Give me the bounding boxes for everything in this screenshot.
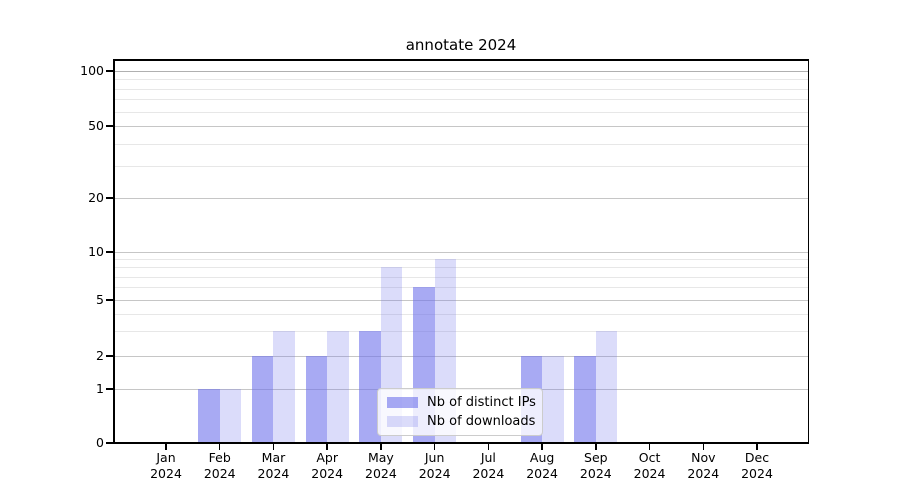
y-tick-label: 50 [88,118,104,133]
x-tick-label: May 2024 [365,450,397,481]
x-tick-mark [702,443,704,450]
x-tick-label: Mar 2024 [257,450,290,481]
x-tick-label: Jan 2024 [150,450,182,481]
x-tick-mark [380,443,382,450]
y-tick-label: 5 [96,292,104,307]
x-tick-label: Oct 2024 [633,450,666,481]
y-gridline-minor [114,99,808,101]
y-gridline-major [114,300,808,301]
y-gridline-minor [114,313,808,315]
y-gridline-minor [114,79,808,81]
legend-item: Nb of distinct IPs [387,395,536,410]
right-spine [807,59,809,444]
bar-nb-of-distinct-ips [251,356,274,444]
y-gridline-minor [114,259,808,261]
x-tick-mark [487,443,490,450]
y-tick-mark [105,299,113,301]
bar-nb-of-distinct-ips [574,356,596,444]
plot-area: 0 1 2 5 10 20 50 100 Jan 2024 Feb 2024 Mar 2024 Apr… [80,59,809,481]
x-tick-mark [272,443,275,450]
y-gridline-minor [114,143,808,145]
legend: Nb of distinct IPs Nb of downloads [377,388,543,436]
y-gridline-minor [114,267,808,269]
legend-label-distinct-ips: Nb of distinct IPs [427,395,536,410]
legend-label-downloads: Nb of downloads [427,414,536,429]
x-tick-label: Feb 2024 [203,450,236,481]
x-tick-label: Aug 2024 [526,450,559,481]
y-tick-mark [105,388,113,390]
y-gridline-major [114,356,808,357]
x-tick-mark [756,443,758,450]
bar-nb-of-downloads [595,331,618,444]
left-spine [113,59,115,444]
bar-nb-of-distinct-ips [359,331,381,444]
y-gridline-minor [114,166,808,168]
x-tick-label: Nov 2024 [687,450,720,481]
x-tick-label: Jul 2024 [472,450,505,481]
y-tick-mark [105,70,113,72]
y-tick-label: 10 [88,244,104,259]
x-tick-label: Sep 2024 [579,450,612,481]
x-tick-mark [219,443,221,450]
y-gridline-major [114,198,808,199]
y-tick-label: 20 [88,190,104,205]
y-tick-mark [105,197,113,199]
x-tick-mark [541,443,543,450]
bar-nb-of-distinct-ips [198,389,220,444]
top-spine [113,59,809,61]
y-gridline-minor [114,88,808,90]
bar-nb-of-downloads [273,331,295,444]
legend-item: Nb of downloads [387,414,536,429]
bar-nb-of-downloads [219,389,242,444]
x-tick-label: Apr 2024 [311,450,344,481]
y-tick-mark [105,125,113,127]
y-tick-mark [105,355,113,357]
y-tick-label: 1 [96,381,104,396]
y-tick-label: 100 [80,63,104,78]
chart-title: annotate 2024 [405,36,517,54]
x-tick-mark [326,443,328,450]
y-tick-mark [105,251,113,253]
y-gridline-major [114,71,808,72]
bar-nb-of-downloads [327,331,349,444]
bottom-spine [113,442,809,444]
x-tick-label: Jun 2024 [418,450,451,481]
y-gridline-major [114,252,808,253]
x-tick-mark [595,443,597,450]
y-gridline-major [114,126,808,127]
legend-swatch-distinct-ips-icon [387,397,418,408]
legend-swatch-downloads-icon [387,416,418,427]
y-gridline-minor [114,287,808,289]
x-tick-mark [165,443,167,450]
y-tick-label: 2 [96,348,104,363]
bar-nb-of-downloads [542,356,564,444]
y-gridline-minor [114,111,808,113]
y-gridline-minor [114,331,808,333]
bar-nb-of-distinct-ips [305,356,328,444]
x-tick-label: Dec 2024 [741,450,773,481]
y-tick-label: 0 [96,435,104,450]
y-tick-mark [105,442,113,444]
x-tick-mark [648,443,651,450]
x-tick-mark [433,443,436,450]
y-gridline-minor [114,276,808,278]
